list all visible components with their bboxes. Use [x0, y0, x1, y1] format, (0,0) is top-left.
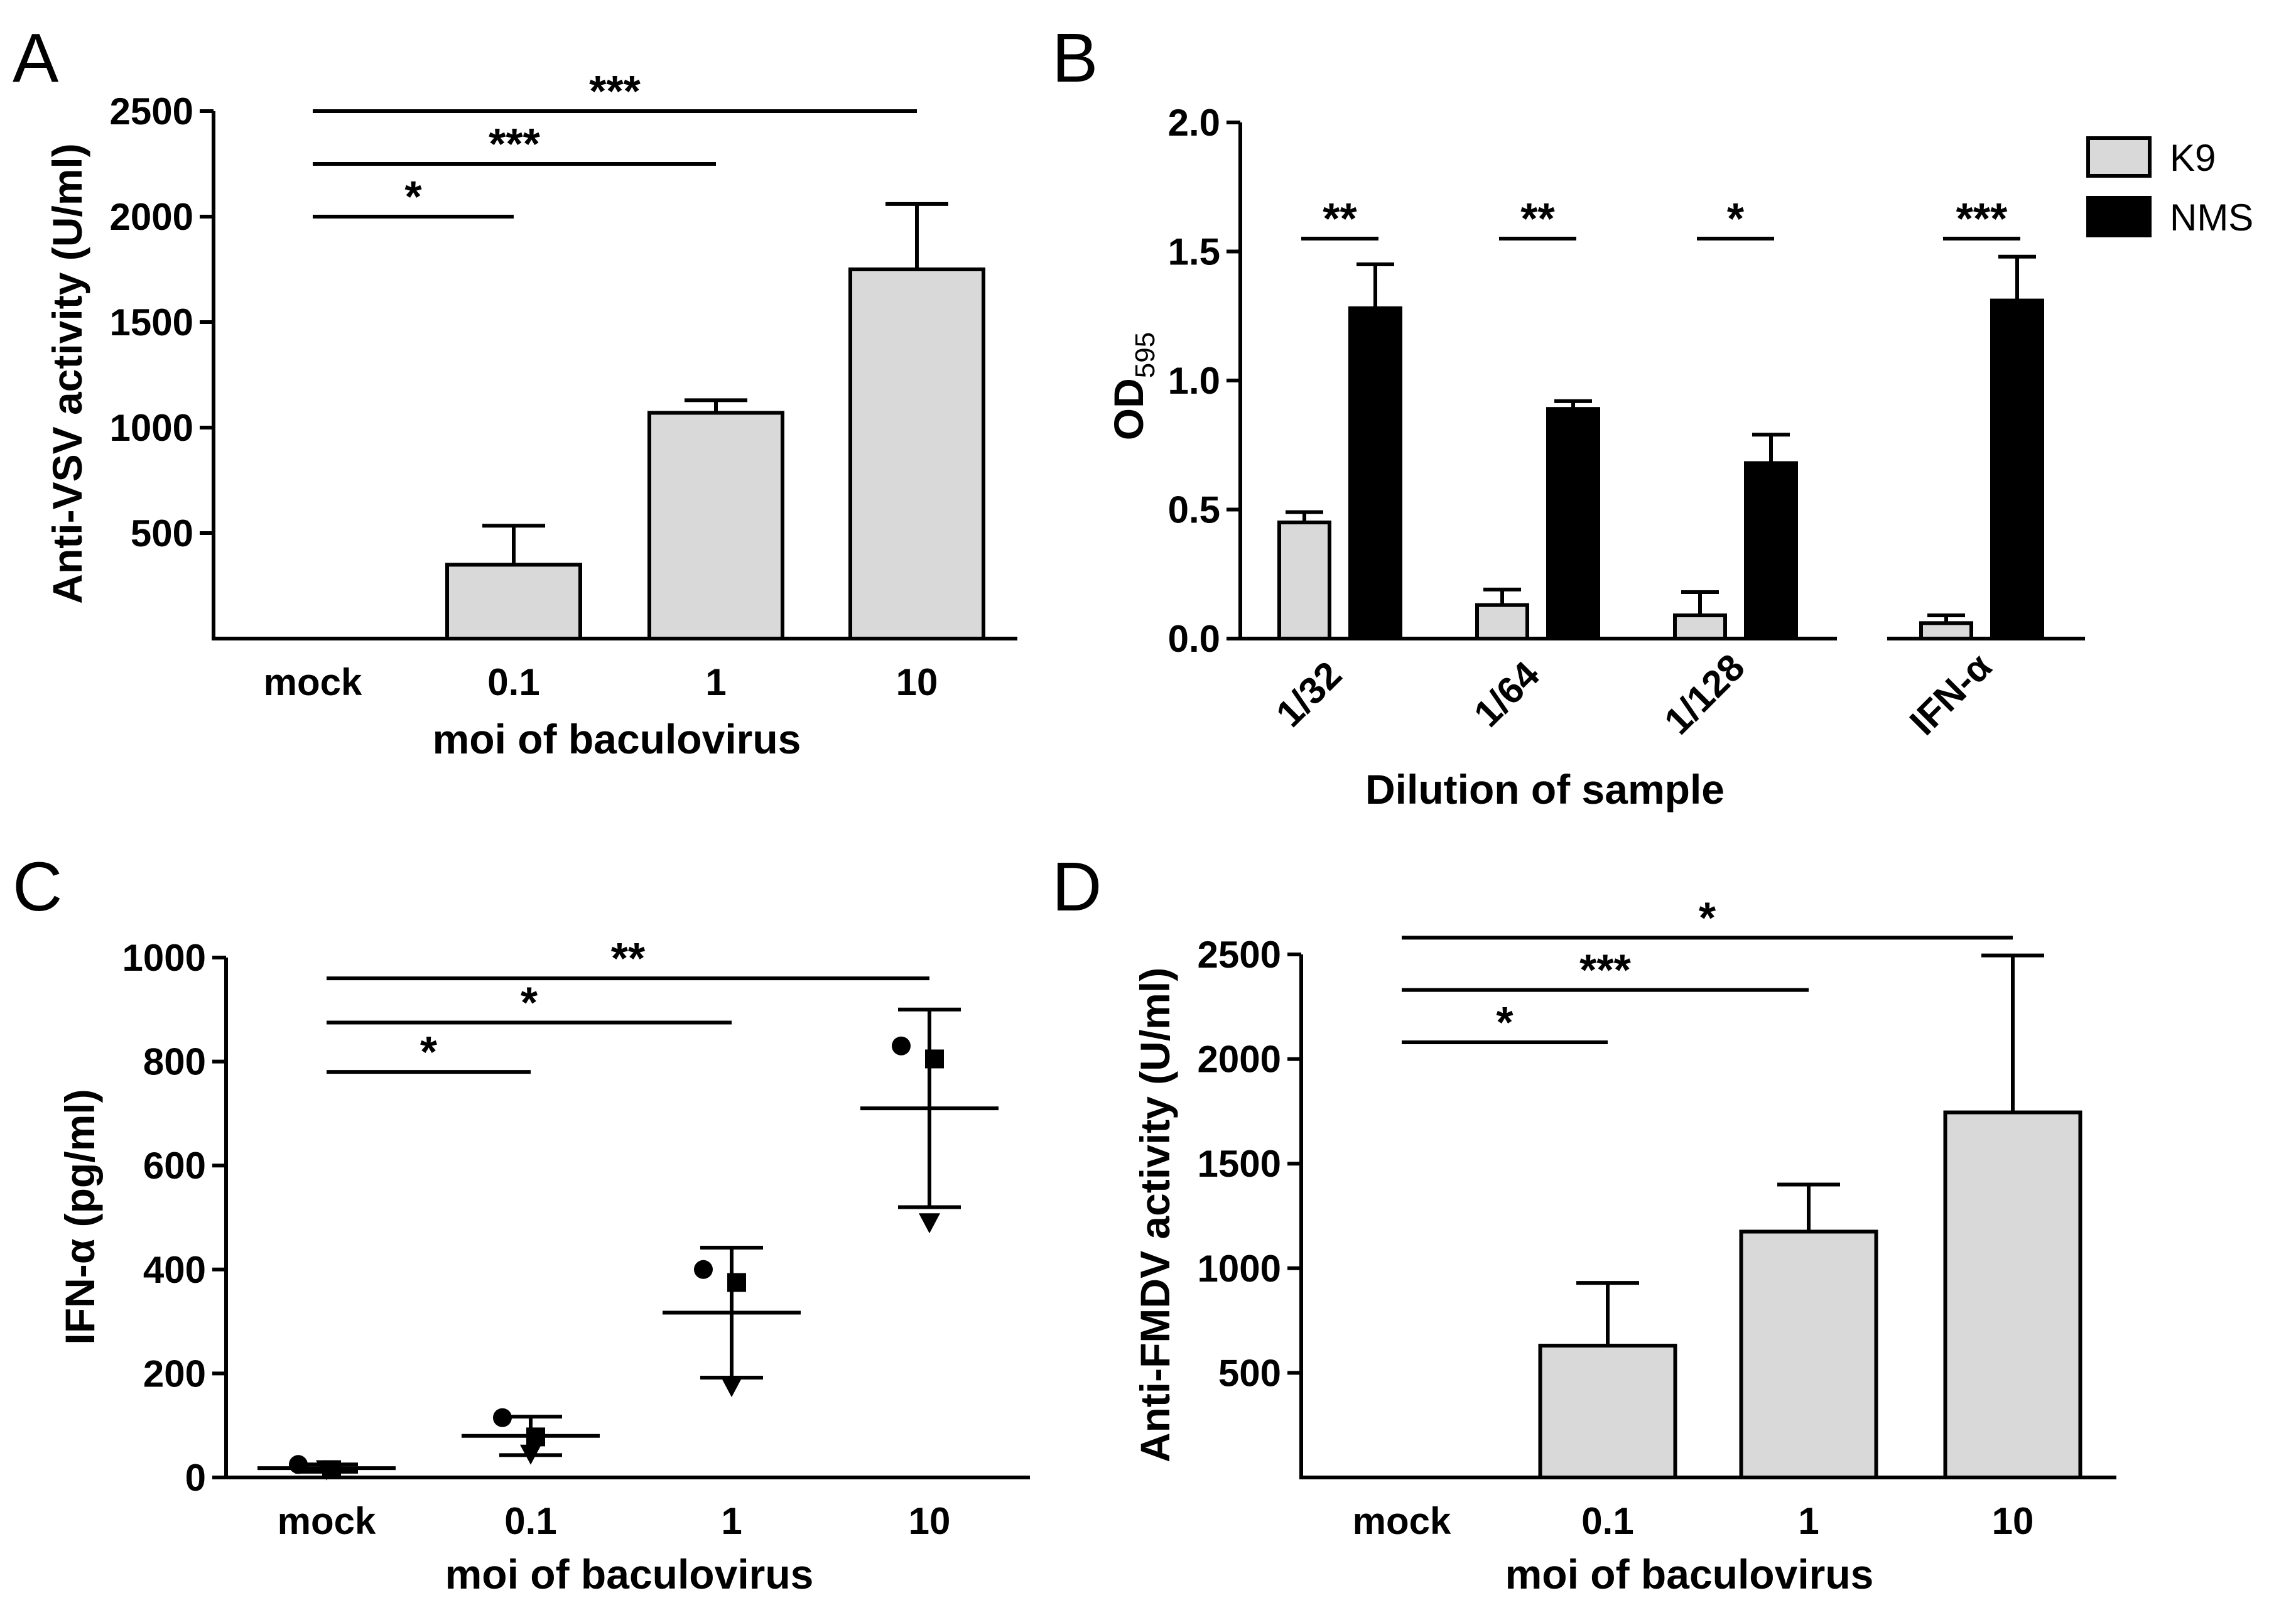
panel-d-ytick-label: 1000 — [1198, 1248, 1281, 1290]
panel-c-point-triangle — [721, 1377, 742, 1398]
panel-b-bar-nms — [1348, 306, 1402, 641]
panel-b-bar-nms — [1744, 461, 1798, 641]
panel-b-bar-k9 — [1919, 621, 1973, 641]
panel-a-ylabel: Anti-VSV activity (U/ml) — [44, 143, 90, 603]
panel-b-ytick-label: 1.0 — [1168, 360, 1220, 402]
panel-b-bar-nms — [1546, 407, 1600, 641]
panel-label-b: B — [1052, 19, 1098, 97]
panel-a-ytick-label: 1500 — [110, 301, 193, 343]
panel-b-ytick-label: 0.0 — [1168, 618, 1220, 660]
panel-c-point-square — [925, 1049, 944, 1069]
panel-a-bar — [647, 411, 784, 640]
panel-d-significance-label: *** — [1579, 946, 1631, 995]
panel-b-bar-k9 — [1673, 613, 1727, 641]
panel-d-xtick-label: mock — [1353, 1500, 1451, 1542]
panel-d-significance-label: * — [1699, 893, 1716, 942]
panel-b-significance-label: ** — [1520, 194, 1555, 243]
panel-b-significance-label: ** — [1323, 194, 1357, 243]
panel-b-ylabel-sub: 595 — [1130, 332, 1161, 378]
panel-c-ytick-label: 200 — [143, 1353, 206, 1395]
panel-c-xtick-label: 1 — [721, 1500, 742, 1542]
legend-label-nms: NMS — [2170, 197, 2253, 239]
panel-b-xtick-label: 1/64 — [1466, 653, 1547, 735]
panel-c-significance-label: ** — [611, 934, 646, 983]
panel-b-ytick-label: 0.5 — [1168, 489, 1220, 531]
panel-label-a: A — [13, 19, 59, 97]
panel-a-chart: moi of baculovirus Anti-VSV activity (U/… — [44, 67, 1017, 762]
panel-a-bar — [848, 267, 985, 640]
panel-d-significance-label: * — [1496, 998, 1514, 1047]
panel-d-chart: moi of baculovirus Anti-FMDV activity (U… — [1132, 893, 2116, 1597]
panel-c-point-square — [526, 1427, 545, 1447]
panel-d-xtick-label: 10 — [1992, 1500, 2034, 1542]
panel-c-point-circle — [289, 1455, 308, 1474]
panel-a-significance-label: *** — [589, 67, 641, 116]
panel-c-point-circle — [694, 1260, 713, 1279]
panel-label-d: D — [1052, 848, 1102, 926]
panel-a-xtick-label: mock — [264, 661, 362, 703]
panel-c-xlabel: moi of baculovirus — [445, 1551, 814, 1597]
panel-b-xtick-label: IFN-α — [1902, 645, 2000, 743]
panel-d-ylabel: Anti-FMDV activity (U/ml) — [1132, 968, 1178, 1462]
panel-a-xtick-label: 1 — [705, 661, 726, 703]
panel-c-ytick-label: 600 — [143, 1145, 206, 1187]
panel-b-bar-nms — [1990, 298, 2044, 640]
panel-c-significance-label: * — [521, 978, 538, 1027]
panel-d-xtick-label: 0.1 — [1581, 1500, 1633, 1542]
panel-a-significance-label: * — [404, 172, 422, 221]
panel-a-ytick-label: 500 — [131, 512, 193, 554]
panel-b-xtick-label: 1/128 — [1656, 646, 1753, 743]
panel-c-ytick-label: 800 — [143, 1041, 206, 1083]
panel-c-ytick-label: 1000 — [122, 937, 206, 979]
panel-b-ylabel: OD595 — [1105, 332, 1161, 440]
panel-c-significance-label: * — [420, 1027, 438, 1076]
legend-swatch-k9 — [2086, 136, 2152, 178]
panel-d-ytick-label: 500 — [1218, 1352, 1281, 1394]
panel-c-xtick-label: mock — [278, 1500, 376, 1542]
panel-d-bar — [1739, 1229, 1878, 1479]
panel-d-bar — [1943, 1110, 2082, 1480]
panel-a-ytick-label: 1000 — [110, 407, 193, 449]
panel-b-xtick-label: 1/32 — [1268, 654, 1350, 735]
panel-d-ytick-label: 2500 — [1198, 934, 1281, 976]
panel-c-point-triangle — [520, 1444, 541, 1465]
panel-d-bar — [1538, 1344, 1677, 1479]
panel-c-ylabel: IFN-α (pg/ml) — [57, 1089, 103, 1344]
panel-d-ytick-label: 2000 — [1198, 1039, 1281, 1081]
legend-swatch-nms — [2086, 196, 2152, 237]
panel-c-xtick-label: 0.1 — [504, 1500, 556, 1542]
panel-c-ytick-label: 0 — [185, 1457, 206, 1499]
panel-a-ytick-label: 2000 — [110, 196, 193, 238]
panel-a-ytick-label: 2500 — [110, 90, 193, 132]
panel-a-bar — [445, 563, 582, 641]
panel-b-significance-label: * — [1727, 194, 1745, 243]
panel-c-point-circle — [892, 1036, 911, 1056]
panel-b-ylabel-main: OD — [1105, 378, 1152, 440]
panel-c-point-triangle — [316, 1460, 337, 1481]
panel-b-bar-k9 — [1277, 521, 1331, 640]
panel-b-significance-label: *** — [1956, 194, 2008, 243]
panel-d-ytick-label: 1500 — [1198, 1143, 1281, 1185]
panel-c-chart: moi of baculovirus IFN-α (pg/ml) 0 200 400… — [57, 934, 1030, 1597]
panel-a-xlabel: moi of baculovirus — [433, 716, 801, 762]
panel-b-ytick-label: 1.5 — [1168, 231, 1220, 273]
panel-c-xtick-label: 10 — [909, 1500, 951, 1542]
panel-c-point-circle — [493, 1408, 512, 1427]
panel-c-point-square — [727, 1273, 746, 1292]
panel-c-point-triangle — [919, 1213, 940, 1234]
panel-c-ytick-label: 400 — [143, 1249, 206, 1291]
panel-a-xtick-label: 10 — [896, 661, 938, 703]
legend-label-k9: K9 — [2170, 137, 2216, 179]
panel-a-xtick-label: 0.1 — [487, 661, 539, 703]
panel-b-xlabel: Dilution of sample — [1365, 766, 1725, 813]
panel-b-bar-k9 — [1475, 603, 1529, 641]
panel-d-xtick-label: 1 — [1798, 1500, 1819, 1542]
panel-b-legend: K9 NMS — [2086, 136, 2253, 239]
panel-b-chart: Dilution of sample OD595 K9 NMS 0.0 0.5 1.… — [1105, 102, 2253, 813]
panel-a-significance-label: *** — [489, 119, 540, 168]
panel-label-c: C — [13, 848, 62, 926]
panel-b-ytick-label: 2.0 — [1168, 102, 1220, 144]
panel-d-xlabel: moi of baculovirus — [1505, 1551, 1874, 1597]
